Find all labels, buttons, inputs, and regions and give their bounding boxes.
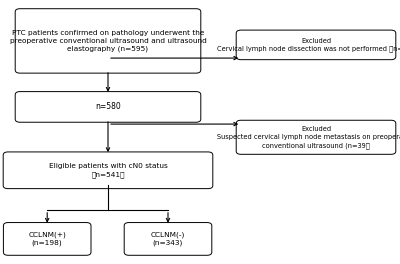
Text: PTC patients confirmed on pathology underwent the
preoperative conventional ultr: PTC patients confirmed on pathology unde… <box>10 30 206 52</box>
Text: n=580: n=580 <box>95 102 121 111</box>
Text: CCLNM(-)
(n=343): CCLNM(-) (n=343) <box>151 232 185 246</box>
FancyBboxPatch shape <box>3 152 213 188</box>
FancyBboxPatch shape <box>124 223 212 255</box>
FancyBboxPatch shape <box>236 120 396 154</box>
FancyBboxPatch shape <box>236 30 396 60</box>
Text: CCLNM(+)
(n=198): CCLNM(+) (n=198) <box>28 232 66 246</box>
FancyBboxPatch shape <box>15 9 201 73</box>
FancyBboxPatch shape <box>15 92 201 122</box>
Text: Excluded
Suspected cervical lymph node metastasis on preoperative
conventional u: Excluded Suspected cervical lymph node m… <box>217 126 400 149</box>
FancyBboxPatch shape <box>3 223 91 255</box>
Text: Eligible patients with cN0 status
（n=541）: Eligible patients with cN0 status （n=541… <box>49 163 167 178</box>
Text: Excluded
Cervical lymph node dissection was not performed （n=15）: Excluded Cervical lymph node dissection … <box>217 37 400 52</box>
